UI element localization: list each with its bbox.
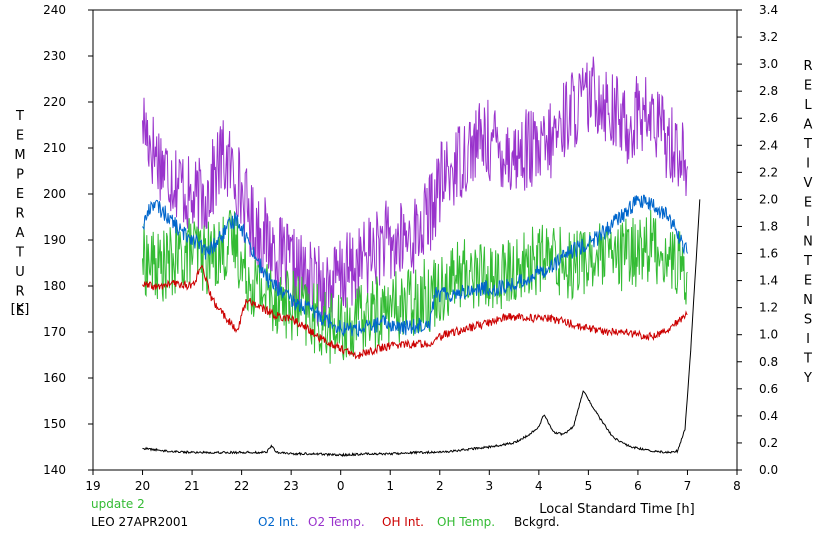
update-label: update 2 [91, 497, 145, 511]
x-tick-label: 6 [634, 479, 642, 493]
x-tick-label: 21 [184, 479, 199, 493]
y-right-tick-label: 3.2 [759, 30, 778, 44]
legend-entry: O2 Temp. [308, 515, 365, 529]
y-right-tick-label: 0.6 [759, 382, 778, 396]
y-left-tick-label: 220 [43, 95, 66, 109]
y-right-tick-label: 0.0 [759, 463, 778, 477]
y-right-tick-label: 2.8 [759, 84, 778, 98]
legend: O2 Int. O2 Temp. OH Int. OH Temp. Bckgrd. [258, 515, 560, 529]
y-right-tick-label: 1.4 [759, 274, 778, 288]
x-tick-label: 20 [135, 479, 150, 493]
y-right-tick-label: 1.6 [759, 247, 778, 261]
legend-entry: O2 Int. [258, 515, 299, 529]
legend-entry: Bckgrd. [514, 515, 560, 529]
series-line [142, 56, 688, 327]
x-tick-label: 4 [535, 479, 543, 493]
x-axis-title: Local Standard Time [h] [539, 502, 694, 517]
axis-ticks: 19 20 21 22 23 0 1 2 3 4 5 6 7 8140150160170180190200… [43, 3, 778, 493]
y-left-tick-label: 160 [43, 371, 66, 385]
y-right-tick-label: 0.2 [759, 436, 778, 450]
y-left-tick-label: 200 [43, 187, 66, 201]
y-right-tick-label: 2.2 [759, 165, 778, 179]
x-tick-label: 5 [585, 479, 593, 493]
x-tick-label: 8 [733, 479, 741, 493]
y-left-tick-label: 230 [43, 49, 66, 63]
series-line [142, 194, 688, 338]
y-right-tick-label: 2.0 [759, 192, 778, 206]
x-tick-label: 7 [684, 479, 692, 493]
x-tick-label: 1 [386, 479, 394, 493]
series-line [142, 199, 701, 458]
x-tick-label: 22 [234, 479, 249, 493]
y-right-tick-label: 1.8 [759, 219, 778, 233]
series-line [142, 209, 688, 364]
y-axis-left-unit: [K] [11, 302, 30, 317]
y-right-tick-label: 3.4 [759, 3, 778, 17]
legend-entry: OH Int. [382, 515, 424, 529]
series-layer [142, 56, 701, 458]
legend-entry: OH Temp. [437, 515, 495, 529]
x-tick-label: 0 [337, 479, 345, 493]
y-right-tick-label: 2.6 [759, 111, 778, 125]
y-right-tick-label: 3.0 [759, 57, 778, 71]
x-tick-label: 23 [284, 479, 299, 493]
y-right-tick-label: 1.0 [759, 328, 778, 342]
y-left-tick-label: 180 [43, 279, 66, 293]
station-date-label: LEO 27APR2001 [91, 515, 188, 529]
y-left-tick-label: 170 [43, 325, 66, 339]
y-left-tick-label: 240 [43, 3, 66, 17]
x-tick-label: 3 [485, 479, 493, 493]
series-line [142, 264, 688, 360]
y-left-tick-label: 190 [43, 233, 66, 247]
y-left-tick-label: 140 [43, 463, 66, 477]
y-left-tick-label: 210 [43, 141, 66, 155]
y-right-tick-label: 2.4 [759, 138, 778, 152]
x-tick-label: 19 [85, 479, 100, 493]
x-tick-label: 2 [436, 479, 444, 493]
y-left-tick-label: 150 [43, 417, 66, 431]
y-right-tick-label: 1.2 [759, 301, 778, 315]
y-right-tick-label: 0.4 [759, 409, 778, 423]
y-right-tick-label: 0.8 [759, 355, 778, 369]
